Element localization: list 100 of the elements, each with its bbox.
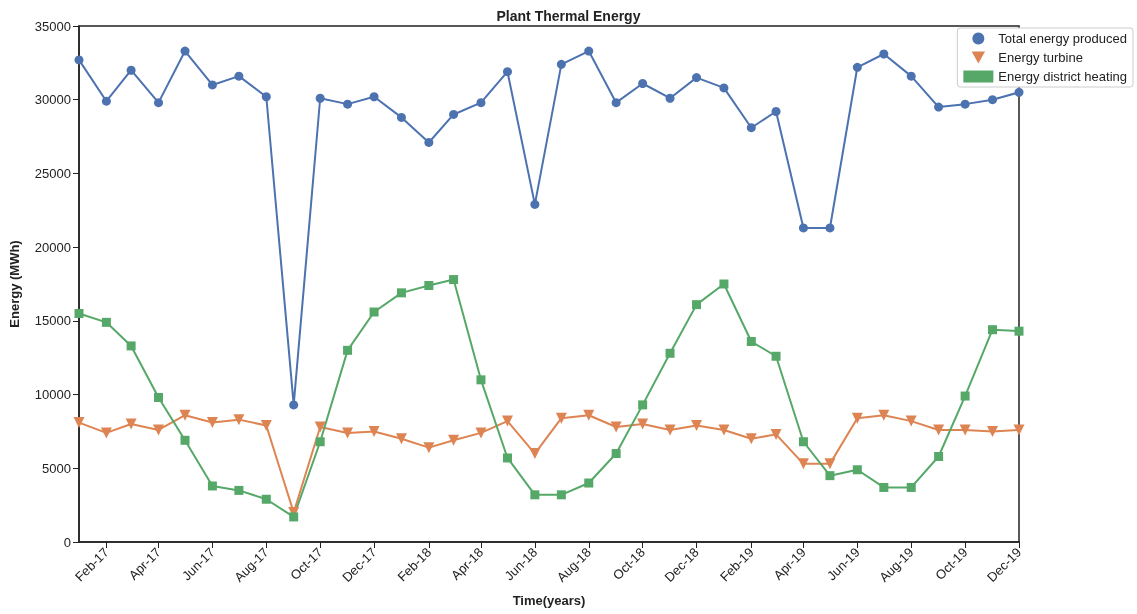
point [959,424,971,436]
point [905,415,917,427]
legend-label: Total energy produced [998,31,1128,46]
point [234,71,244,81]
point [153,424,165,436]
point [825,223,835,233]
point [154,393,164,403]
y-tick-label: 0 [63,534,71,550]
point [719,83,729,93]
point [879,49,889,59]
point [314,421,326,433]
point [665,348,675,358]
point [368,425,380,437]
point [878,409,890,421]
point [423,442,435,454]
point [395,433,407,445]
point [906,71,916,81]
x-axis-title: Time(years) [512,593,586,608]
legend-label: Energy turbine [998,50,1083,65]
y-axis-title: Energy (MWh) [7,240,22,328]
legend-label: Energy district heating [998,69,1127,84]
point [960,99,970,109]
point [718,424,730,436]
point [424,137,434,147]
point [233,414,245,426]
point [555,412,567,424]
point [529,448,541,460]
point [584,46,594,56]
point [261,494,271,504]
point [583,409,595,421]
point [125,418,137,430]
y-tick-label: 35000 [34,18,71,34]
point [719,279,729,289]
point [448,434,460,446]
point [611,98,621,108]
point [960,391,970,401]
point [852,465,862,475]
point [343,345,353,355]
point [207,481,217,491]
point [1014,326,1024,336]
point [746,123,756,133]
point [73,417,85,429]
y-tick-label: 20000 [34,239,71,255]
point [100,427,112,439]
point [502,453,512,463]
point [798,223,808,233]
point [476,375,486,385]
point [556,59,566,69]
point [692,300,702,310]
point [179,409,191,421]
point [610,421,622,433]
point [691,420,703,432]
point [771,351,781,361]
point [315,437,325,447]
point [824,458,836,470]
point [637,418,649,430]
point [74,308,84,318]
point [771,107,781,117]
point [530,490,540,500]
point [180,435,190,445]
point [449,275,459,285]
point [879,482,889,492]
point [126,341,136,351]
point [664,424,676,436]
point [343,99,353,109]
y-tick-label: 10000 [34,387,71,403]
point [851,412,863,424]
point [101,96,111,106]
point [101,317,111,327]
point [396,112,406,122]
point [584,478,594,488]
point [934,451,944,461]
point [342,427,354,439]
point [1014,87,1024,97]
y-tick-label: 25000 [34,165,71,181]
point [74,55,84,65]
point [933,424,945,436]
point [289,400,299,410]
chart-title: Plant Thermal Energy [496,8,641,24]
point [315,93,325,103]
point [988,325,997,335]
point [476,98,486,108]
point [852,62,862,72]
point [126,65,136,75]
point [665,93,675,103]
point [556,490,566,500]
point [396,288,406,298]
point [1013,424,1025,436]
point [934,102,944,112]
point [746,337,756,346]
y-tick-label: 5000 [42,460,71,476]
point [261,92,271,102]
point [369,92,379,102]
point [692,73,702,83]
point [369,307,379,317]
point [234,485,244,495]
point [502,67,512,77]
point [530,199,540,209]
point [449,109,459,119]
point [475,427,487,439]
